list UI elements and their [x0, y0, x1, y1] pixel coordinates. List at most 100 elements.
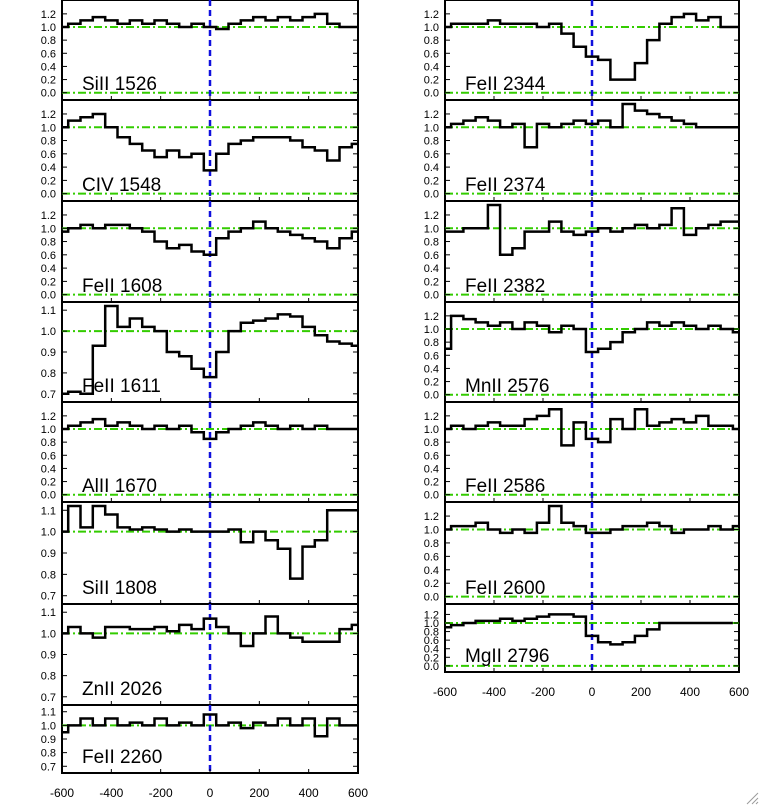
col2-feii-2344-y-tick-label: 0.0: [424, 88, 439, 100]
col2-feii-2374-y-tick-label: 0.4: [424, 162, 439, 174]
col2-feii-2600-y-tick-label: 1.0: [424, 525, 439, 537]
col1-siii-1526-y-tick-label: 0.6: [41, 48, 56, 60]
col2-mnii-2576-y-tick-label: 1.0: [424, 324, 439, 336]
col1-civ-1548-y-tick-label: 0.0: [41, 189, 56, 201]
col1-feii-1608-y-tick-label: 0.0: [41, 290, 56, 302]
col1-x-tick-label: -400: [99, 786, 123, 800]
col1-feii-2260-y-tick-label: 0.9: [41, 734, 56, 746]
col1-feii-1608-y-tick-label: 0.4: [41, 263, 56, 275]
col2-feii-2382-y-tick-label: 1.2: [424, 210, 439, 222]
col1-siii-1808-y-tick-label: 0.8: [41, 569, 56, 581]
col2-x-tick-label: 200: [631, 685, 651, 699]
resize-grip-icon[interactable]: [745, 791, 759, 805]
col2-feii-2586-y-tick-label: 0.0: [424, 490, 439, 502]
col1-znii-2026-y-tick-label: 1.0: [41, 628, 56, 640]
col2-feii-2600-y-tick-label: 0.8: [424, 538, 439, 550]
col1-znii-2026-label: ZnII 2026: [82, 679, 162, 700]
col2-x-tick-label: 600: [729, 685, 749, 699]
col1-x-tick-label: 0: [207, 786, 214, 800]
col2-feii-2600-y-tick-label: 0.2: [424, 578, 439, 590]
col2-feii-2586-y-tick-label: 0.4: [424, 463, 439, 475]
col2-feii-2586-label: FeII 2586: [465, 476, 545, 497]
col2-feii-2382-label: FeII 2382: [465, 276, 545, 297]
col2-mgii-2796-spectrum-line: [445, 613, 733, 646]
col1-znii-2026-y-tick-label: 0.7: [41, 692, 56, 704]
col1-civ-1548-y-tick-label: 0.8: [41, 136, 56, 148]
col2-feii-2586-y-tick-label: 0.6: [424, 450, 439, 462]
col1-siii-1526-spectrum-line: [62, 12, 358, 31]
col1-civ-1548-spectrum-line: [62, 112, 358, 172]
col2-feii-2382-y-tick-label: 0.2: [424, 276, 439, 288]
col2-feii-2600-y-tick-label: 0.4: [424, 565, 439, 577]
col1-alii-1670-y-tick-label: 1.0: [41, 424, 56, 436]
col1-civ-1548-y-tick-label: 1.2: [41, 109, 56, 121]
col2-mnii-2576-label: MnII 2576: [465, 376, 550, 397]
col1-siii-1526-y-tick-label: 0.2: [41, 75, 56, 87]
col2-mgii-2796-y-tick-label: 1.0: [424, 618, 439, 630]
col2-mgii-2796-y-tick-label: 0.4: [424, 644, 439, 656]
col2-feii-2586-y-tick-label: 0.8: [424, 437, 439, 449]
col1-feii-1608-y-tick-label: 0.6: [41, 250, 56, 262]
col1-znii-2026-spectrum-line: [62, 615, 358, 648]
col1-x-tick-label: -200: [149, 786, 173, 800]
col1-siii-1808-y-tick-label: 0.7: [41, 591, 56, 603]
col1-feii-1611-y-tick-label: 1.1: [41, 305, 56, 317]
col1-znii-2026-y-tick-label: 0.9: [41, 650, 56, 662]
col2-feii-2374-label: FeII 2374: [465, 175, 546, 196]
col2-feii-2586-y-tick-label: 0.2: [424, 477, 439, 489]
col2-feii-2586-spectrum-line: [445, 408, 739, 447]
col1-alii-1670-y-tick-label: 0.0: [41, 490, 56, 502]
col1-feii-1608-label: FeII 1608: [82, 276, 162, 297]
col1-feii-1608-y-tick-label: 0.2: [41, 276, 56, 288]
col1-alii-1670-y-tick-label: 1.2: [41, 411, 56, 423]
col1-feii-1611-spectrum-line: [62, 304, 358, 396]
col2-feii-2374-y-tick-label: 0.6: [424, 149, 439, 161]
col2-feii-2344-y-tick-label: 0.2: [424, 75, 439, 87]
col1-feii-2260-y-tick-label: 0.7: [41, 761, 56, 773]
col2-x-tick-label: -400: [482, 685, 506, 699]
col2-x-tick-label: 400: [680, 685, 700, 699]
col2-mnii-2576-y-tick-label: 0.8: [424, 337, 439, 349]
col2-feii-2600-y-tick-label: 1.2: [424, 511, 439, 523]
col1-feii-1608-spectrum-line: [62, 220, 358, 257]
col1-alii-1670-spectrum-line: [62, 417, 358, 441]
col1-siii-1526-y-tick-label: 1.0: [41, 22, 56, 34]
col1-feii-2260-y-tick-label: 1.1: [41, 707, 56, 719]
col1-siii-1808-y-tick-label: 1.1: [41, 505, 56, 517]
col1-x-tick-label: 400: [299, 786, 319, 800]
col1-feii-1608-y-tick-label: 1.0: [41, 223, 56, 235]
col2-feii-2344-y-tick-label: 0.6: [424, 48, 439, 60]
col1-znii-2026-y-tick-label: 1.1: [41, 607, 56, 619]
col1-siii-1526-y-tick-label: 1.2: [41, 9, 56, 21]
col1-feii-2260-label: FeII 2260: [82, 747, 162, 768]
col1-siii-1808-label: SiII 1808: [82, 578, 157, 599]
col2-feii-2586-y-tick-label: 1.2: [424, 411, 439, 423]
col1-feii-1611-y-tick-label: 0.7: [41, 389, 56, 401]
col2-feii-2382-y-tick-label: 0.8: [424, 237, 439, 249]
col2-mgii-2796-y-tick-label: 0.6: [424, 635, 439, 647]
col1-alii-1670-y-tick-label: 0.6: [41, 450, 56, 462]
col2-feii-2374-spectrum-line: [445, 102, 739, 149]
col2-feii-2344-y-tick-label: 0.4: [424, 61, 439, 73]
col1-siii-1808-y-tick-label: 1.0: [41, 527, 56, 539]
col2-x-tick-label: -600: [433, 685, 457, 699]
col1-x-tick-label: 200: [249, 786, 269, 800]
col1-alii-1670-y-tick-label: 0.2: [41, 477, 56, 489]
col2-feii-2600-y-tick-label: 0.6: [424, 551, 439, 563]
col1-siii-1526-y-tick-label: 0.0: [41, 88, 56, 100]
col1-civ-1548-y-tick-label: 1.0: [41, 122, 56, 134]
col2-mnii-2576-y-tick-label: 0.4: [424, 363, 439, 375]
col1-x-tick-label: -600: [50, 786, 74, 800]
col1-feii-2260-y-tick-label: 1.0: [41, 720, 56, 732]
col2-feii-2344-label: FeII 2344: [465, 74, 546, 95]
col2-mgii-2796-label: MgII 2796: [465, 646, 550, 667]
col1-znii-2026-y-tick-label: 0.8: [41, 671, 56, 683]
col1-civ-1548-y-tick-label: 0.6: [41, 149, 56, 161]
col2-mnii-2576-y-tick-label: 0.2: [424, 377, 439, 389]
col2-feii-2344-y-tick-label: 1.2: [424, 9, 439, 21]
col1-feii-1611-y-tick-label: 1.0: [41, 326, 56, 338]
col2-feii-2382-y-tick-label: 0.4: [424, 263, 439, 275]
col2-feii-2344-spectrum-line: [445, 12, 739, 81]
col1-civ-1548-label: CIV 1548: [82, 175, 161, 196]
